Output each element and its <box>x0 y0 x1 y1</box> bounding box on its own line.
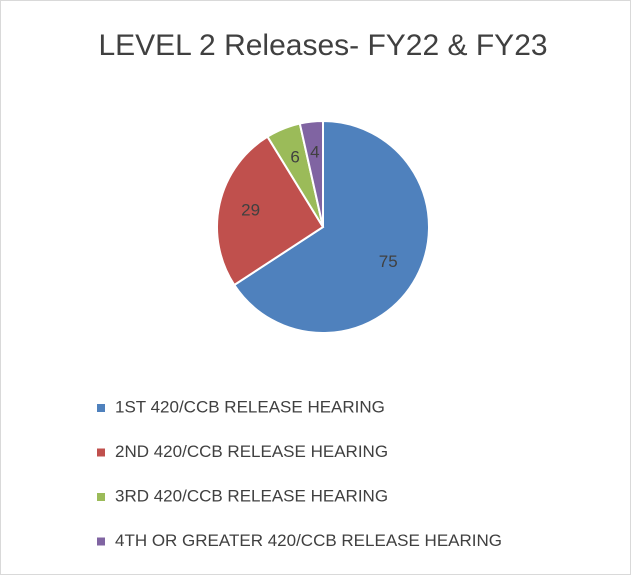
legend-label: 2ND 420/CCB RELEASE HEARING <box>115 442 388 461</box>
legend-label: 4TH OR GREATER 420/CCB RELEASE HEARING <box>115 531 502 550</box>
chart-title: LEVEL 2 Releases- FY22 & FY23 <box>98 29 547 62</box>
pie-slice <box>216 135 325 287</box>
pie-slice <box>298 119 324 228</box>
legend-marker <box>97 493 105 501</box>
legend-label: 1ST 420/CCB RELEASE HEARING <box>115 397 385 416</box>
data-label: 75 <box>379 252 398 271</box>
legend-label: 3RD 420/CCB RELEASE HEARING <box>115 486 388 505</box>
data-label: 4 <box>310 143 319 162</box>
legend-marker <box>97 404 105 412</box>
data-label: 6 <box>290 148 299 167</box>
pie-slice <box>232 119 430 334</box>
data-label: 29 <box>241 200 260 219</box>
legend-marker <box>97 448 105 457</box>
legend-marker <box>97 537 105 546</box>
